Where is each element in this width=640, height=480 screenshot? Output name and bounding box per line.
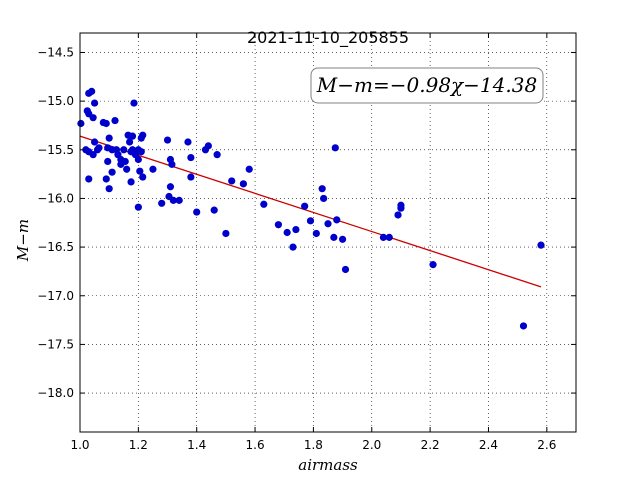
data-point — [102, 175, 110, 183]
axis-ticks: 1.0 1.2 1.4 1.6 1.8 2.0 2.2 2.4 2.6 −14.5 −15.0 −15… — [37, 33, 576, 452]
data-point — [306, 217, 315, 225]
data-point — [245, 165, 253, 173]
data-point — [519, 322, 528, 330]
data-point — [341, 265, 350, 274]
y-axis-label: M−m — [14, 219, 32, 262]
y-tick-label: −16.0 — [37, 191, 74, 205]
data-point — [429, 261, 437, 269]
data-point — [193, 208, 201, 216]
y-tick-label: −18.0 — [37, 386, 74, 400]
data-point — [222, 229, 230, 238]
data-points — [77, 87, 545, 330]
data-point — [85, 175, 93, 183]
data-point — [120, 146, 128, 154]
data-point — [397, 201, 405, 209]
y-tick-label: −14.5 — [37, 45, 74, 59]
data-point — [134, 203, 142, 211]
y-tick-label: −16.5 — [37, 240, 74, 254]
data-point — [134, 155, 142, 164]
data-point — [274, 221, 282, 229]
y-tick-label: −15.0 — [37, 94, 74, 108]
x-axis-label: airmass — [298, 456, 358, 474]
x-tick-label: 1.0 — [70, 438, 89, 452]
data-point — [105, 134, 113, 142]
data-point — [228, 177, 236, 185]
data-point — [90, 99, 99, 107]
data-point — [289, 243, 297, 251]
data-point — [239, 180, 247, 188]
data-point — [169, 196, 177, 204]
data-point — [333, 216, 341, 224]
plot-frame — [79, 32, 577, 433]
data-point — [394, 211, 402, 219]
x-tick-label: 1.2 — [129, 438, 148, 452]
data-point — [331, 144, 339, 152]
data-point — [175, 196, 183, 204]
x-tick-label: 2.2 — [421, 438, 440, 452]
data-point — [90, 138, 99, 146]
data-point — [292, 225, 300, 234]
data-point — [139, 131, 147, 139]
data-point — [88, 87, 96, 95]
data-point — [204, 142, 212, 150]
data-point — [126, 138, 134, 146]
data-point — [95, 144, 103, 152]
data-point — [166, 183, 175, 191]
data-point — [139, 173, 147, 181]
y-tick-label: −17.5 — [37, 337, 74, 351]
data-point — [187, 153, 195, 162]
data-point — [187, 173, 195, 181]
x-tick-label: 1.4 — [187, 438, 206, 452]
data-point — [111, 116, 119, 125]
x-tick-label: 2.6 — [537, 438, 556, 452]
fit-line — [79, 135, 542, 288]
y-tick-label: −15.5 — [37, 143, 74, 157]
data-point — [213, 151, 221, 159]
data-point — [104, 157, 112, 166]
data-point — [320, 194, 328, 203]
data-point — [379, 233, 388, 241]
y-tick-label: −17.0 — [37, 289, 74, 303]
data-point — [168, 160, 176, 168]
data-point — [385, 233, 393, 241]
x-tick-label: 1.6 — [246, 438, 265, 452]
data-point — [149, 165, 157, 173]
data-point — [128, 132, 137, 140]
data-point — [130, 99, 138, 107]
fit-equation-frame — [310, 67, 544, 104]
data-point — [102, 119, 110, 128]
data-point — [537, 241, 545, 249]
data-point — [89, 114, 97, 122]
data-point — [324, 220, 332, 228]
data-point — [136, 167, 144, 175]
data-point — [158, 199, 166, 207]
data-point — [123, 165, 131, 173]
x-tick-label: 2.0 — [362, 438, 381, 452]
fit-equation: M−m=−0.98χ−14.38 — [316, 73, 537, 97]
fit-line-layer — [79, 135, 542, 288]
data-point — [210, 206, 218, 214]
data-point — [260, 200, 268, 208]
data-point — [318, 185, 326, 193]
fit-equation-box: M−m=−0.98χ−14.38 — [310, 67, 544, 104]
data-point — [137, 148, 145, 156]
data-point — [184, 138, 192, 146]
data-point — [121, 157, 129, 166]
data-point — [89, 151, 97, 159]
data-point — [312, 229, 320, 238]
data-point — [127, 178, 135, 186]
chart-title: 2021-11-10_205855 — [247, 28, 409, 48]
data-point — [105, 185, 113, 193]
data-point — [108, 168, 116, 176]
data-point — [330, 233, 338, 241]
data-point — [163, 136, 172, 144]
data-point — [283, 228, 291, 237]
data-point — [77, 119, 85, 128]
x-tick-label: 2.4 — [479, 438, 498, 452]
data-point — [338, 235, 347, 243]
x-tick-label: 1.8 — [304, 438, 323, 452]
data-point — [301, 202, 309, 210]
